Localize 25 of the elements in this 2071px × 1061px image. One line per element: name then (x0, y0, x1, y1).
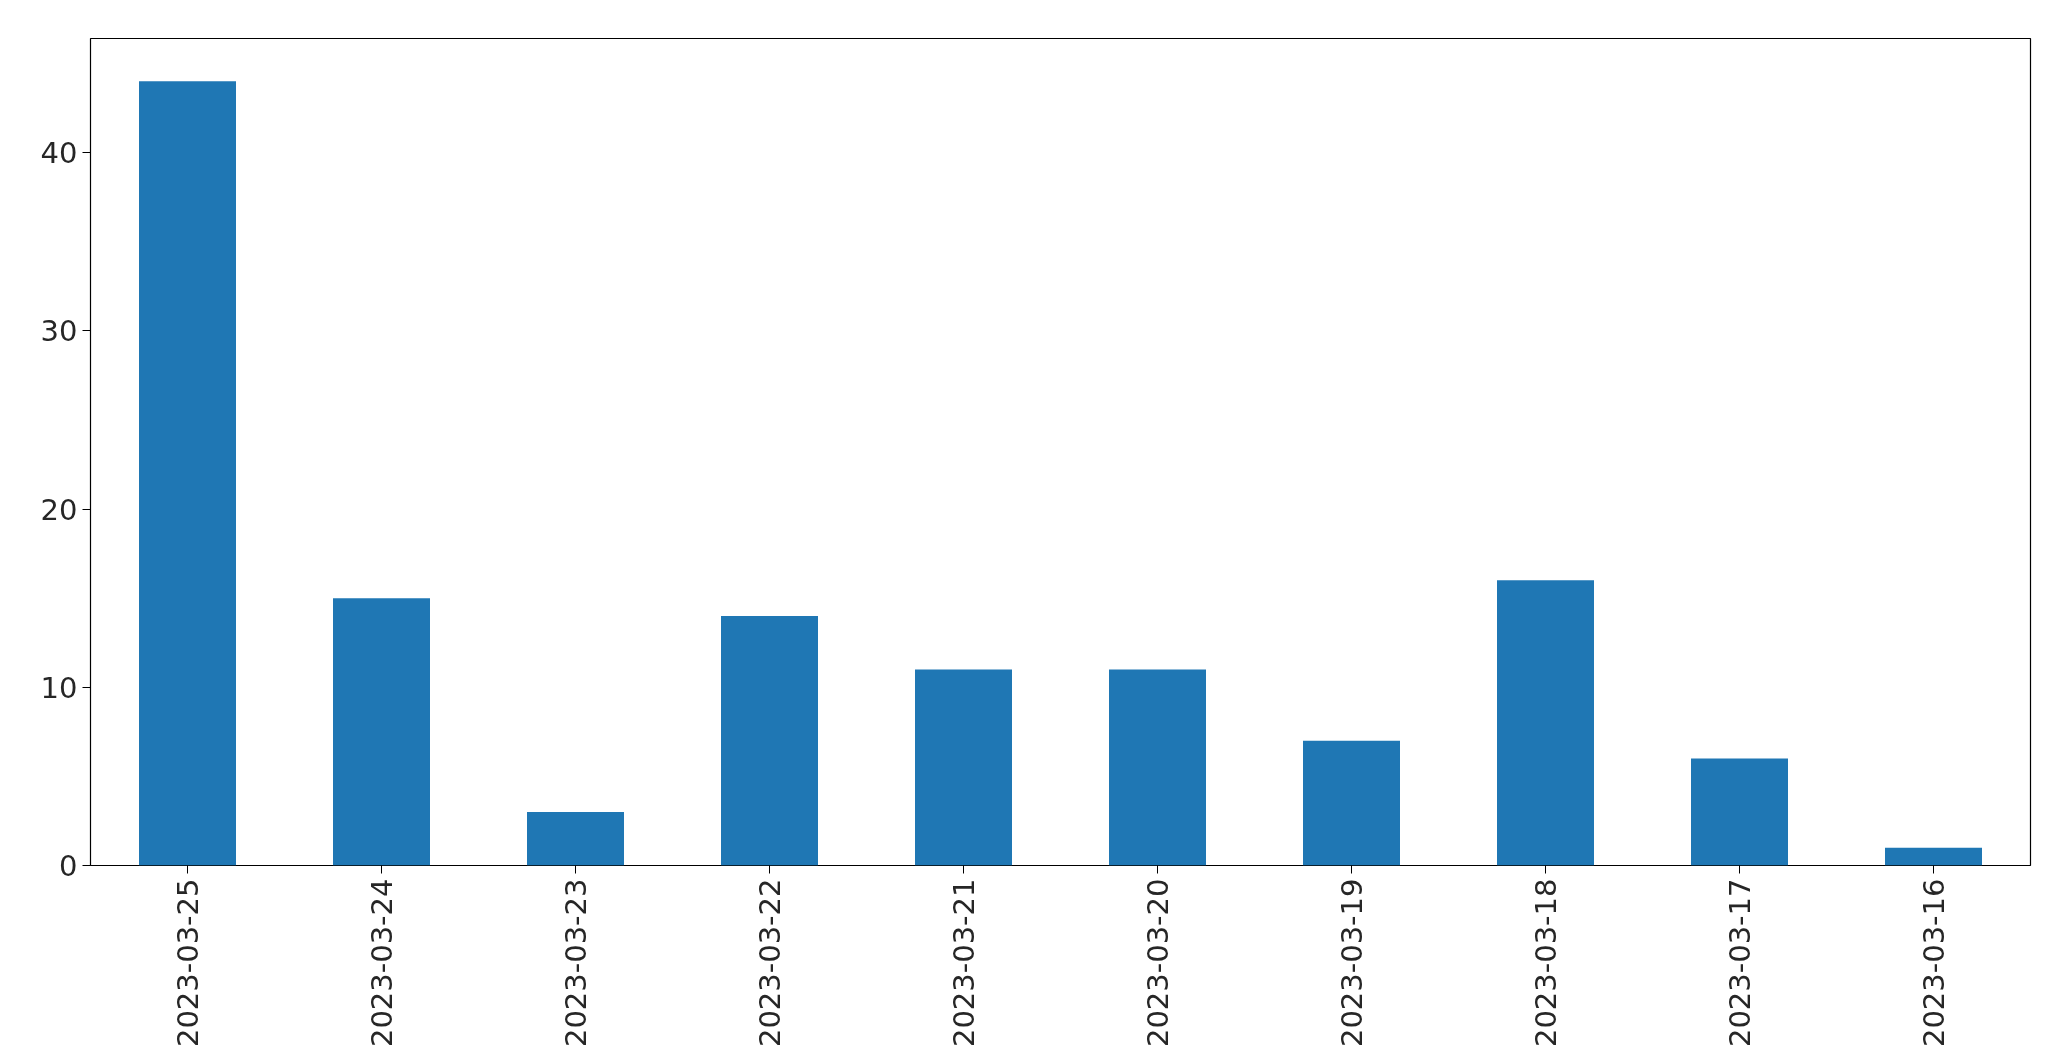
y-tick-label: 40 (40, 136, 78, 171)
y-tick-label: 10 (40, 670, 78, 705)
y-tick-label: 30 (40, 314, 78, 349)
x-tick-label: 2023-03-20 (1141, 878, 1175, 1048)
x-tick-label: 2023-03-25 (171, 878, 205, 1048)
bar (1691, 758, 1788, 866)
bar (333, 598, 430, 866)
y-tick-label: 0 (59, 849, 78, 883)
bar (721, 615, 818, 866)
x-tick-label: 2023-03-23 (559, 878, 593, 1048)
bar (527, 812, 624, 866)
x-tick-label: 2023-03-22 (753, 878, 787, 1048)
bar (1109, 669, 1206, 866)
x-tick-label: 2023-03-18 (1529, 878, 1563, 1048)
x-tick-label: 2023-03-17 (1723, 878, 1757, 1048)
x-tick-label: 2023-03-24 (365, 878, 399, 1048)
y-tick-label: 20 (40, 492, 78, 527)
x-tick-label: 2023-03-21 (947, 878, 981, 1048)
bar (915, 669, 1012, 866)
bar (1885, 847, 1982, 866)
bar (1303, 740, 1400, 866)
x-tick-label: 2023-03-16 (1917, 878, 1951, 1048)
bar (1497, 580, 1594, 866)
bar (139, 81, 236, 866)
x-tick-label: 2023-03-19 (1335, 878, 1369, 1048)
